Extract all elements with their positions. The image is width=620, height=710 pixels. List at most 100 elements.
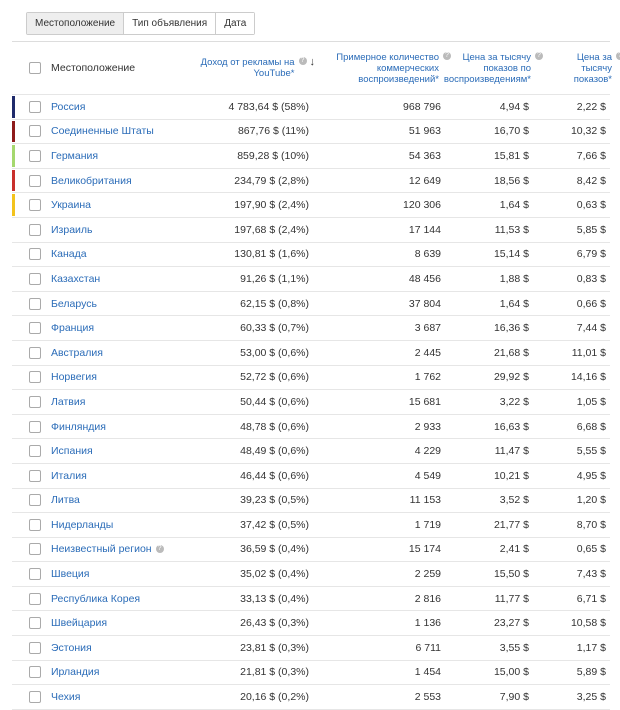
checkbox[interactable] bbox=[29, 395, 41, 408]
value-cell: 7,43 $ bbox=[576, 568, 606, 581]
value-cell: 37,42 $ (0,5%) bbox=[240, 518, 309, 531]
checkbox[interactable] bbox=[29, 174, 41, 187]
location-link[interactable]: Испания bbox=[51, 445, 93, 458]
column-header[interactable]: Цена за тысячу показов по воспроизведени… bbox=[444, 51, 547, 85]
checkbox[interactable] bbox=[29, 691, 41, 704]
value-cell: 51 963 bbox=[408, 125, 441, 138]
checkbox[interactable] bbox=[29, 469, 41, 482]
checkbox[interactable] bbox=[29, 297, 41, 310]
help-icon[interactable]: ? bbox=[535, 51, 543, 60]
checkbox[interactable] bbox=[29, 125, 41, 138]
checkbox[interactable] bbox=[29, 617, 41, 630]
help-icon[interactable]: ? bbox=[443, 51, 451, 60]
location-link[interactable]: Германия bbox=[51, 149, 99, 162]
checkbox[interactable] bbox=[29, 149, 41, 162]
location-link[interactable]: Финляндия bbox=[51, 420, 106, 433]
value-cell: 0,83 $ bbox=[576, 272, 606, 285]
location-link[interactable]: Россия bbox=[51, 100, 86, 113]
name-cell: Россия bbox=[51, 101, 191, 113]
value-cell: 120 306 bbox=[403, 199, 441, 212]
name-cell: Франция bbox=[51, 322, 191, 334]
table-row: Украина 197,90 $ (2,4%) 120 306 1,64 $ 0,63 … bbox=[12, 193, 610, 218]
column-header[interactable]: Примерное количество коммерческих воспро… bbox=[319, 51, 455, 85]
location-link[interactable]: Чехия bbox=[51, 691, 81, 704]
checkbox[interactable] bbox=[29, 420, 41, 433]
name-cell: Австралия bbox=[51, 347, 191, 359]
value-cell: 48,78 $ (0,6%) bbox=[240, 420, 309, 433]
name-cell: Швеция bbox=[51, 568, 191, 580]
column-header[interactable]: Местоположение bbox=[51, 62, 191, 74]
location-link[interactable]: Австралия bbox=[51, 346, 103, 359]
checkbox[interactable] bbox=[29, 322, 41, 335]
value-cell: 20,16 $ (0,2%) bbox=[240, 691, 309, 704]
location-link[interactable]: Великобритания bbox=[51, 174, 132, 187]
value-cell: 6,79 $ bbox=[576, 248, 606, 261]
column-header[interactable]: Доход от рекламы на YouTube*? ↓ bbox=[191, 57, 319, 80]
value-cell: 1,05 $ bbox=[576, 395, 606, 408]
checkbox[interactable] bbox=[29, 543, 41, 556]
location-link[interactable]: Литва bbox=[51, 494, 80, 507]
location-link[interactable]: Неизвестный регион bbox=[51, 543, 152, 556]
location-link[interactable]: Соединенные Штаты bbox=[51, 125, 154, 138]
checkbox[interactable] bbox=[29, 100, 41, 113]
value-cell: 3,52 $ bbox=[499, 494, 529, 507]
help-icon[interactable]: ? bbox=[155, 545, 164, 554]
location-link[interactable]: Ирландия bbox=[51, 666, 100, 679]
value-cell: 21,77 $ bbox=[493, 518, 529, 531]
value-cell: 15,14 $ bbox=[493, 248, 529, 261]
checkbox[interactable] bbox=[29, 248, 41, 261]
help-icon[interactable]: ? bbox=[616, 51, 620, 60]
table-row: Италия 46,44 $ (0,6%) 4 549 10,21 $ 4,95 $ bbox=[12, 464, 610, 489]
location-link[interactable]: Республика Корея bbox=[51, 592, 141, 605]
tab[interactable]: Дата bbox=[215, 13, 255, 34]
help-icon[interactable]: ? bbox=[298, 57, 307, 65]
checkbox[interactable] bbox=[29, 199, 41, 212]
value-cell: 26,43 $ (0,3%) bbox=[240, 617, 309, 630]
checkbox[interactable] bbox=[29, 223, 41, 236]
name-cell: Ирландия bbox=[51, 666, 191, 678]
checkbox[interactable] bbox=[29, 568, 41, 581]
location-link[interactable]: Швейцария bbox=[51, 617, 108, 630]
checkbox[interactable] bbox=[29, 666, 41, 679]
location-link[interactable]: Нидерланды bbox=[51, 518, 114, 531]
name-cell: Неизвестный регион? bbox=[51, 543, 191, 555]
value-cell: 3,22 $ bbox=[499, 395, 529, 408]
value-cell: 4 229 bbox=[414, 445, 441, 458]
checkbox[interactable] bbox=[29, 494, 41, 507]
location-link[interactable]: Канада bbox=[51, 248, 87, 261]
name-cell: Украина bbox=[51, 199, 191, 211]
table-row: Россия 4 783,64 $ (58%) 968 796 4,94 $ 2,22 … bbox=[12, 95, 610, 120]
location-link[interactable]: Украина bbox=[51, 199, 91, 212]
location-link[interactable]: Израиль bbox=[51, 223, 93, 236]
value-cell: 7,66 $ bbox=[576, 149, 606, 162]
checkbox[interactable] bbox=[29, 445, 41, 458]
name-cell: Италия bbox=[51, 470, 191, 482]
checkbox[interactable] bbox=[29, 641, 41, 654]
checkbox[interactable] bbox=[29, 371, 41, 384]
column-header[interactable]: Цена за тысячу показов*? bbox=[547, 51, 620, 85]
value-cell: 8,42 $ bbox=[576, 174, 606, 187]
tab[interactable]: Местоположение bbox=[27, 13, 124, 34]
table-row: Чехия 20,16 $ (0,2%) 2 553 7,90 $ 3,25 $ bbox=[12, 685, 610, 710]
tab[interactable]: Тип объявления bbox=[123, 13, 216, 34]
checkbox[interactable] bbox=[29, 62, 41, 74]
value-cell: 3 687 bbox=[414, 322, 441, 335]
location-link[interactable]: Италия bbox=[51, 469, 87, 482]
value-cell: 4 783,64 $ (58%) bbox=[228, 100, 309, 113]
location-link[interactable]: Латвия bbox=[51, 395, 86, 408]
location-link[interactable]: Норвегия bbox=[51, 371, 97, 384]
location-link[interactable]: Франция bbox=[51, 322, 95, 335]
checkbox[interactable] bbox=[29, 272, 41, 285]
header-text: Местоположение bbox=[51, 62, 136, 74]
value-cell: 15,50 $ bbox=[493, 568, 529, 581]
checkbox[interactable] bbox=[29, 518, 41, 531]
location-link[interactable]: Эстония bbox=[51, 641, 92, 654]
checkbox[interactable] bbox=[29, 346, 41, 359]
location-link[interactable]: Швеция bbox=[51, 568, 90, 581]
value-cell: 29,92 $ bbox=[493, 371, 529, 384]
header-text: Цена за тысячу показов* bbox=[573, 51, 612, 85]
name-cell: Соединенные Штаты bbox=[51, 125, 191, 137]
location-link[interactable]: Казахстан bbox=[51, 272, 101, 285]
checkbox[interactable] bbox=[29, 592, 41, 605]
location-link[interactable]: Беларусь bbox=[51, 297, 97, 310]
